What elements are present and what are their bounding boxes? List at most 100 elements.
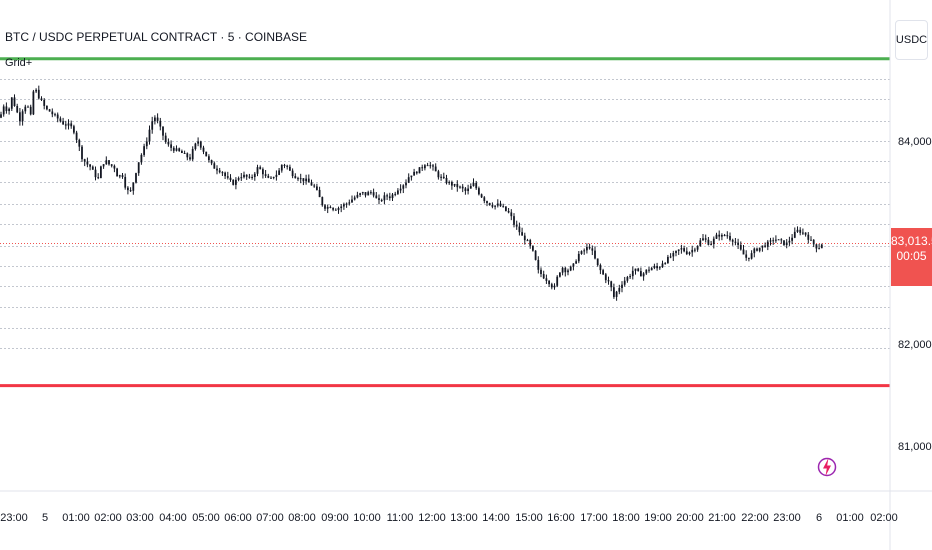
- candle: [604, 272, 607, 284]
- candle: [818, 243, 820, 250]
- candle-body: [172, 147, 175, 151]
- candle: [726, 231, 729, 239]
- candle-body: [108, 160, 110, 165]
- candle-body: [623, 280, 626, 285]
- candle-body: [70, 123, 73, 127]
- candle-body: [283, 164, 286, 166]
- candle: [510, 209, 513, 221]
- candle: [386, 193, 388, 201]
- candle-body: [550, 284, 553, 288]
- candle: [704, 234, 707, 243]
- candle: [491, 202, 494, 209]
- candle: [650, 266, 653, 271]
- lightning-bolt-icon[interactable]: [816, 447, 838, 487]
- candle-body: [434, 166, 437, 172]
- candle-body: [818, 248, 820, 250]
- candle-body: [116, 168, 118, 177]
- candle-body: [302, 178, 305, 182]
- x-tick-label: 22:00: [741, 512, 769, 524]
- candle-body: [329, 206, 332, 208]
- candle: [189, 153, 191, 161]
- candle-body: [437, 171, 440, 178]
- candle-body: [54, 114, 56, 116]
- candle-body: [388, 196, 391, 199]
- currency-button[interactable]: USDC: [895, 20, 928, 60]
- candle-body: [127, 187, 129, 191]
- candle: [75, 130, 78, 144]
- candle-body: [170, 144, 172, 148]
- x-tick-label: 19:00: [644, 512, 672, 524]
- candle: [197, 137, 199, 147]
- candle: [178, 147, 181, 152]
- candle-body: [683, 248, 685, 252]
- candle-body: [607, 280, 610, 282]
- candle: [680, 244, 683, 254]
- candle: [702, 234, 704, 241]
- candle: [391, 192, 394, 201]
- candle-body: [667, 256, 669, 264]
- candle-body: [370, 192, 372, 194]
- candle: [810, 236, 812, 241]
- candle: [248, 173, 251, 179]
- candle-body: [208, 156, 210, 161]
- x-tick-label: 16:00: [547, 512, 575, 524]
- candle: [769, 237, 772, 246]
- candle: [802, 228, 804, 235]
- candle: [29, 104, 32, 116]
- indicator-label[interactable]: Grid+: [5, 57, 33, 69]
- candle: [280, 164, 283, 173]
- x-tick-label: 09:00: [321, 512, 349, 524]
- candle-body: [718, 234, 721, 237]
- x-tick-label: 02:00: [94, 512, 122, 524]
- candle: [370, 190, 372, 195]
- candle: [534, 250, 537, 261]
- candle-body: [378, 198, 380, 200]
- candle-body: [696, 245, 699, 250]
- candle: [488, 202, 491, 206]
- candle-body: [491, 205, 494, 207]
- candle: [494, 205, 496, 210]
- candle-body: [372, 192, 375, 196]
- candle: [16, 103, 19, 114]
- candle: [521, 227, 523, 236]
- candle-body: [197, 141, 199, 144]
- candle-body: [83, 159, 86, 162]
- candle-body: [521, 232, 523, 236]
- candle: [348, 199, 351, 206]
- candle-body: [820, 244, 823, 249]
- candle-body: [764, 245, 766, 247]
- candle-body: [37, 89, 40, 99]
- candle: [629, 273, 631, 279]
- candle: [243, 171, 245, 179]
- candle-body: [661, 263, 664, 268]
- candle-body: [334, 209, 337, 211]
- candle: [694, 247, 696, 253]
- candle-body: [2, 106, 5, 115]
- candle: [367, 190, 370, 196]
- candle-body: [156, 117, 159, 121]
- x-tick-label: 13:00: [450, 512, 478, 524]
- candle: [523, 232, 526, 245]
- candle: [788, 236, 791, 246]
- candle-body: [235, 179, 237, 185]
- candle: [135, 172, 137, 184]
- candle: [91, 165, 94, 170]
- candle-body: [788, 240, 791, 243]
- candle: [251, 174, 253, 180]
- candle-body: [110, 164, 113, 166]
- candle: [267, 173, 270, 179]
- candle: [691, 245, 694, 257]
- candle-body: [194, 143, 197, 150]
- candle-body: [664, 263, 667, 265]
- candle: [569, 265, 572, 272]
- candle: [329, 205, 332, 209]
- candle: [313, 183, 316, 188]
- candle-body: [46, 105, 48, 110]
- candle: [351, 195, 353, 203]
- candle: [696, 245, 699, 252]
- candle: [445, 174, 448, 185]
- candle: [151, 116, 154, 134]
- candle: [731, 238, 734, 246]
- candle-body: [650, 268, 653, 271]
